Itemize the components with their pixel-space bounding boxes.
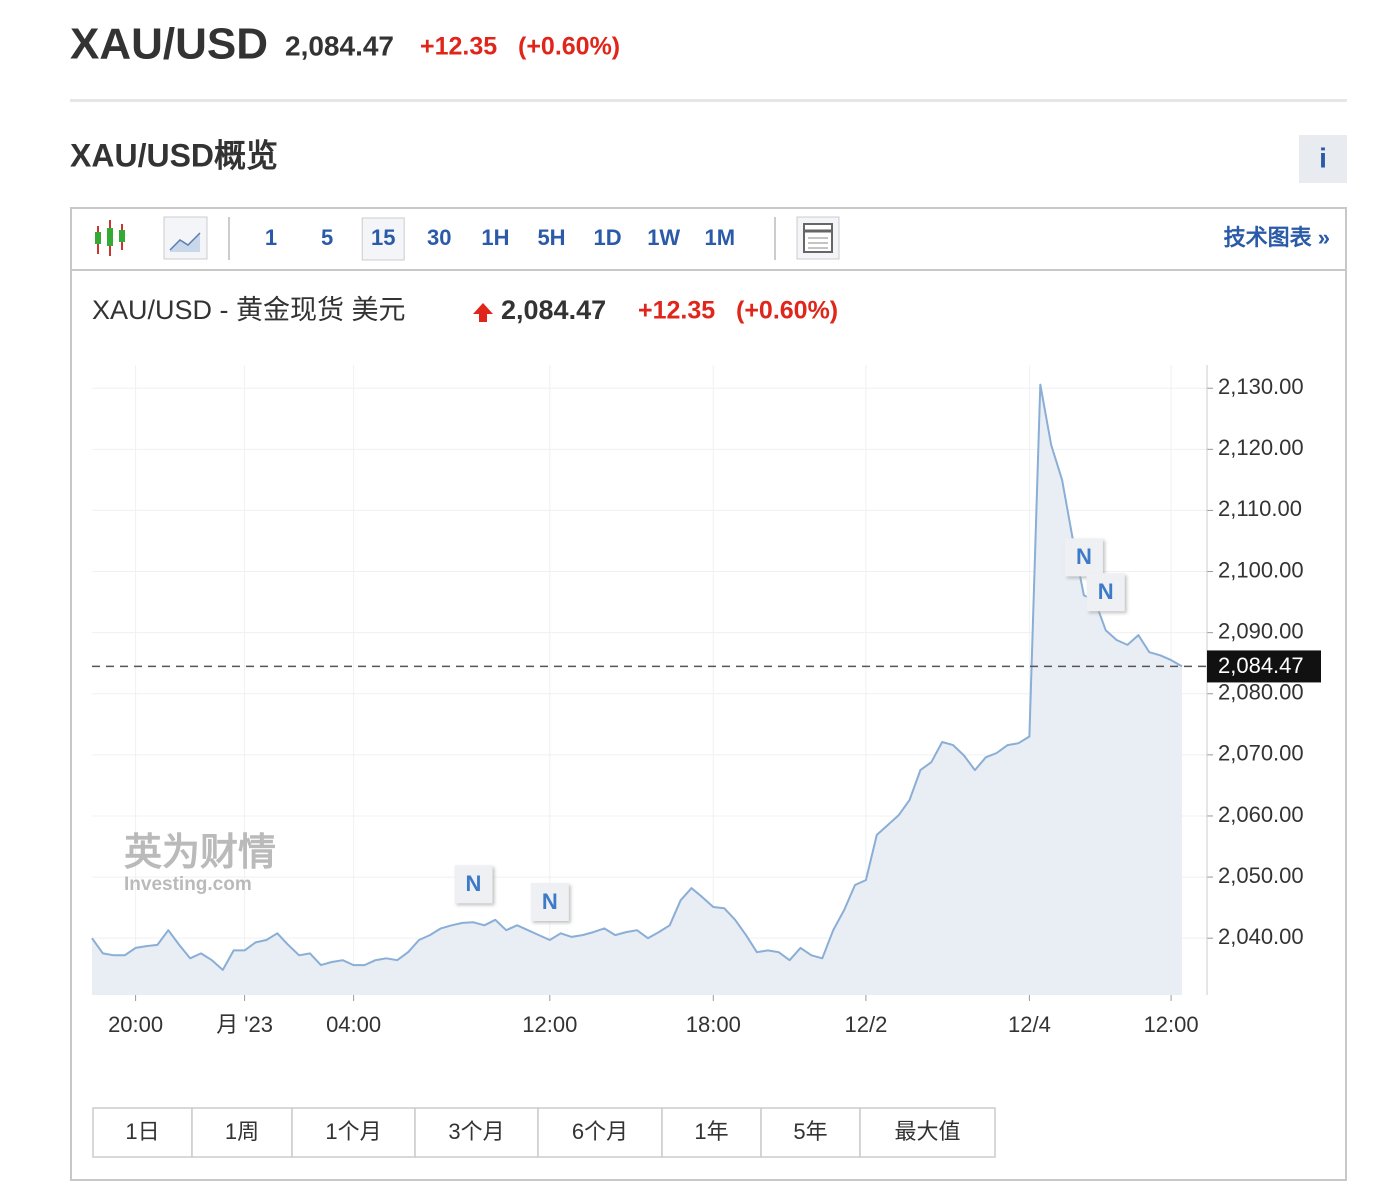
- range-button[interactable]: [661, 1107, 762, 1158]
- icon-stroke: [107, 228, 113, 246]
- x-tick-label: 12:00: [1144, 1012, 1199, 1037]
- range-label[interactable]: 最大值: [894, 1119, 960, 1144]
- separator: [70, 99, 1347, 102]
- range-button[interactable]: [291, 1107, 416, 1158]
- y-tick-label: 2,080.00: [1218, 680, 1304, 705]
- y-tick-label: 2,110.00: [1218, 496, 1302, 521]
- area-fill: [92, 384, 1182, 996]
- y-tick-label: 2,040.00: [1218, 924, 1304, 949]
- table-icon[interactable]: [796, 216, 840, 260]
- interval-button[interactable]: 1D: [594, 225, 622, 250]
- section-title: XAU/USD概览: [70, 137, 278, 173]
- x-tick-label: 月 '23: [216, 1012, 273, 1037]
- icon-stroke: [95, 232, 101, 244]
- chart-change: +12.35: [638, 297, 715, 325]
- range-label[interactable]: 1周: [225, 1119, 259, 1144]
- news-marker[interactable]: [1086, 573, 1125, 612]
- icon-stroke: [169, 232, 201, 251]
- y-tick-label: 2,120.00: [1218, 435, 1304, 460]
- watermark: Investing.com: [124, 874, 252, 895]
- range-button[interactable]: [191, 1107, 293, 1158]
- plot: 2,040.00 2,050.00 2,060.00 2,070.00 2,080.00…: [91, 365, 1321, 1037]
- price: 2,084.47: [285, 30, 394, 61]
- interval-button[interactable]: 5H: [537, 225, 565, 250]
- interval-button[interactable]: 1: [265, 225, 277, 250]
- y-tick-label: 2,060.00: [1218, 802, 1304, 827]
- interval-button[interactable]: 30: [427, 225, 451, 250]
- technical-chart-link[interactable]: 技术图表 »: [1224, 225, 1330, 250]
- x-tick-label: 12:00: [522, 1012, 577, 1037]
- interval-button[interactable]: 15: [371, 225, 395, 250]
- y-tick-label: 2,100.00: [1218, 557, 1304, 582]
- range-label[interactable]: 6个月: [572, 1119, 628, 1144]
- range-button[interactable]: [537, 1107, 663, 1158]
- range-button[interactable]: [760, 1107, 861, 1158]
- y-tick-label: 2,050.00: [1218, 863, 1304, 888]
- news-marker-label[interactable]: N: [1098, 579, 1114, 604]
- range-button[interactable]: [414, 1107, 539, 1158]
- y-tick-label: 2,070.00: [1218, 741, 1304, 766]
- interval-button[interactable]: 1W: [647, 225, 680, 250]
- news-marker-label[interactable]: N: [466, 871, 482, 896]
- chart-box: [70, 207, 1347, 1181]
- x-tick-label: 12/4: [1008, 1012, 1051, 1037]
- x-tick-label: 18:00: [686, 1012, 741, 1037]
- news-marker[interactable]: [1064, 538, 1103, 577]
- news-marker-label[interactable]: N: [1076, 544, 1092, 569]
- range-button[interactable]: [92, 1107, 193, 1158]
- interval-button[interactable]: 1M: [705, 225, 736, 250]
- info-icon[interactable]: i: [1319, 142, 1327, 173]
- candle-icon[interactable]: [93, 217, 133, 259]
- interval-button[interactable]: 5: [321, 225, 333, 250]
- range-label[interactable]: 3个月: [448, 1119, 504, 1144]
- y-tick-label: 2,090.00: [1218, 618, 1304, 643]
- info-button[interactable]: [1299, 135, 1347, 183]
- chart-title: XAU/USD - 黄金现货 美元: [92, 295, 406, 325]
- news-marker[interactable]: [454, 865, 493, 904]
- symbol: XAU/USD: [70, 20, 268, 69]
- current-price-box: [1207, 650, 1321, 683]
- icon-stroke: [170, 233, 200, 252]
- chart-price: 2,084.47: [501, 295, 606, 325]
- range-label[interactable]: 1个月: [325, 1119, 381, 1144]
- watermark: 英为财情: [124, 832, 276, 874]
- up-arrow: [473, 303, 493, 322]
- icon-bg[interactable]: [163, 216, 208, 260]
- y-tick-label: 2,130.00: [1218, 374, 1304, 399]
- x-tick-label: 20:00: [108, 1012, 163, 1037]
- x-tick-label: 04:00: [326, 1012, 381, 1037]
- chart-change-pct: (+0.60%): [736, 297, 838, 325]
- range-label[interactable]: 1日: [125, 1119, 159, 1144]
- current-price-label: 2,084.47: [1218, 653, 1304, 678]
- range-label[interactable]: 5年: [793, 1119, 827, 1144]
- news-marker[interactable]: [530, 883, 569, 922]
- x-tick-label: 12/2: [844, 1012, 887, 1037]
- interval-button[interactable]: 1H: [481, 225, 509, 250]
- change: +12.35: [420, 33, 497, 61]
- range-group: 1日 1周 1个月 3个月 6个月 1年 5年 最大值: [92, 1107, 996, 1158]
- line-icon[interactable]: [163, 216, 208, 260]
- icon-stroke: [119, 230, 125, 242]
- news-marker-label[interactable]: N: [542, 889, 558, 914]
- range-button[interactable]: [859, 1107, 996, 1158]
- price-line: [91, 383, 1183, 971]
- interval-selected[interactable]: [361, 217, 405, 261]
- range-label[interactable]: 1年: [694, 1119, 728, 1144]
- interval-group: 1 5 15 30 1H 5H 1D 1W 1M: [265, 217, 736, 261]
- change-pct: (+0.60%): [518, 33, 620, 61]
